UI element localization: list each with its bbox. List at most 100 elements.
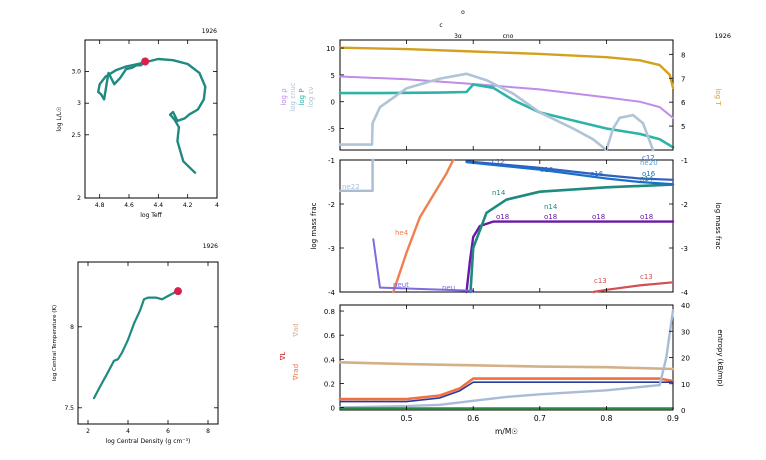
bottom-x-tick-label: 0.5: [401, 414, 413, 423]
hr-current-marker: [141, 57, 150, 66]
hr-track-line: [96, 57, 207, 174]
tc-x-tick-label: 8: [206, 428, 210, 435]
top-y-right-tick-label: 8: [681, 51, 685, 59]
bottom-x-tick-label: 0.7: [534, 414, 546, 423]
mid-y-right-tick-label: -3: [681, 245, 688, 253]
top-y-left-tick-label: 0: [331, 99, 335, 107]
hr-frame: [84, 39, 218, 199]
bottom-y-left-tick-label: 0.4: [324, 356, 336, 364]
tc-y-axis-label: log Central Temperature (K): [52, 305, 58, 381]
top-y-right-tick-label: 7: [681, 75, 685, 83]
bottom-y-right-tick-label: 40: [681, 302, 690, 310]
top-series-label: log ρ: [280, 88, 288, 106]
top-y-left-tick-label: 5: [331, 72, 335, 80]
mid-y-left-tick-label: -2: [328, 201, 335, 209]
tc-current-marker: [174, 287, 182, 296]
bottom-series-line: [338, 309, 675, 409]
top-right-axis-label: log T: [714, 88, 722, 106]
tc-y-tick-label: 8: [70, 324, 74, 331]
top-profile-frame: [339, 39, 674, 151]
tc-corner-label: 1926: [203, 243, 218, 250]
top-y-left-tick-label: 10: [326, 45, 335, 53]
bottom-series-line: [338, 377, 675, 401]
hr-y-axis-label: log L/L☉: [56, 106, 63, 131]
mid-isotope-label: c13: [594, 277, 607, 285]
bottom-y-left-tick-label: 0.2: [324, 380, 335, 388]
mid-isotope-label: o18: [640, 213, 653, 221]
bottom-x-tick-label: 0.8: [600, 414, 612, 423]
top-series-line: [338, 72, 655, 152]
burn-mark-o: o: [461, 9, 465, 16]
top-series-line: [338, 46, 675, 90]
bottom-y-right-tick-label: 0: [681, 407, 685, 415]
tc-x-tick-label: 4: [126, 428, 130, 435]
hr-x-tick-label: 4.2: [183, 202, 193, 209]
mid-isotope-label: ne22: [342, 183, 360, 191]
mid-isotope-label: n14: [492, 189, 506, 197]
mid-y-right-tick-label: -1: [681, 157, 688, 165]
mid-isotope-label: o16: [642, 170, 656, 178]
bottom-y-right-tick-label: 10: [681, 381, 690, 389]
mid-isotope-label: n14: [640, 175, 654, 183]
top-series-label: log εnuc: [289, 82, 297, 112]
mid-isotope-label: o18: [592, 213, 605, 221]
hr-x-tick-label: 4.8: [95, 202, 105, 209]
mid-isotope-label: o18: [544, 213, 557, 221]
bottom-y-left-tick-label: 0: [331, 405, 335, 413]
mid-y-left-tick-label: -3: [328, 245, 335, 253]
hr-x-axis-label: log Teff: [140, 212, 162, 219]
grad-rad-label: ∇rad: [292, 364, 300, 381]
burn-mark-c: c: [439, 22, 442, 29]
tc-x-tick-label: 2: [86, 428, 90, 435]
bottom-series-line: [338, 360, 675, 371]
top-y-left-tick-label: -5: [328, 126, 335, 134]
bottom-profile-frame: [339, 304, 674, 411]
mid-series-line: [465, 161, 675, 186]
bottom-x-tick-label: 0.9: [667, 414, 679, 423]
hr-corner-label: 1926: [202, 28, 217, 35]
mid-isotope-label: o18: [496, 213, 509, 221]
mid-isotope-label: neut: [393, 281, 409, 289]
top-y-right-tick-label: 6: [681, 99, 686, 107]
mid-profile-frame: [339, 159, 674, 293]
plots-layer: [77, 39, 675, 425]
mid-series-line: [372, 238, 475, 293]
top-series-label: log εν: [307, 87, 315, 108]
text-layer: 4.8 4.6 4.4 4.2 4 3.0 3 2.5 2 1926 log Teff log L/L…: [52, 9, 731, 445]
bottom-y-right-axis-label: entropy (kB/mp): [716, 329, 724, 387]
mid-isotope-label: o16: [540, 166, 554, 174]
mid-y-left-axis-label: log mass frac: [310, 202, 318, 249]
top-series-line: [339, 75, 674, 119]
bottom-x-axis-label: m/M☉: [495, 427, 518, 436]
tc-y-tick-label: 7.5: [64, 405, 74, 412]
mid-isotope-label: c12: [492, 158, 505, 166]
hr-y-tick-label: 3.0: [71, 69, 81, 76]
mid-isotope-label: he4: [395, 229, 409, 237]
mid-y-right-tick-label: -2: [681, 201, 688, 209]
hr-x-tick-label: 4.6: [124, 202, 134, 209]
tc-track-line: [92, 290, 180, 400]
top-y-right-tick-label: 5: [681, 123, 685, 131]
burn-mark-3alpha: 3α: [454, 33, 462, 40]
burn-mark-cno: cno: [503, 33, 514, 40]
bottom-y-right-tick-label: 20: [681, 355, 690, 363]
mid-y-right-tick-label: -4: [681, 289, 689, 297]
mid-series-line: [465, 160, 675, 181]
mid-series-line: [591, 281, 675, 294]
bottom-y-left-tick-label: 0.8: [324, 308, 335, 316]
hr-y-tick-label: 2.5: [71, 132, 81, 139]
tc-x-axis-label: log Central Density (g cm⁻³): [106, 438, 191, 445]
bottom-series-line: [339, 381, 674, 403]
grad-ad-label: ∇ad: [292, 323, 300, 337]
top-series-line: [338, 83, 675, 149]
mid-isotope-label: o16: [590, 170, 604, 178]
grad-L-label: ∇L: [279, 352, 287, 362]
tc-frame: [77, 261, 219, 425]
mid-isotope-label: c12: [642, 154, 655, 162]
mid-isotope-label: neu: [442, 284, 455, 292]
tc-x-tick-label: 6: [166, 428, 170, 435]
mid-y-right-axis-label: log mass frac: [714, 202, 722, 249]
hr-x-tick-label: 4.4: [154, 202, 164, 209]
bottom-y-left-tick-label: 0.6: [324, 332, 336, 340]
